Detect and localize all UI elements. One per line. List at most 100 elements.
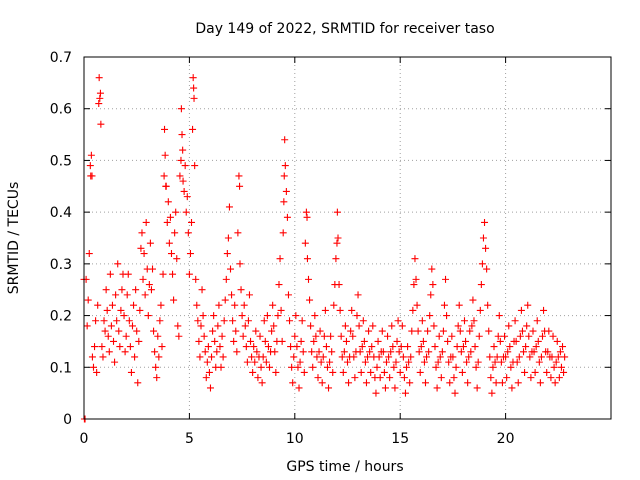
data-point	[522, 343, 530, 351]
data-point	[261, 337, 269, 345]
data-point	[379, 348, 387, 356]
data-point	[219, 353, 227, 361]
data-point	[504, 348, 512, 356]
data-point	[142, 218, 150, 226]
data-point	[291, 332, 299, 340]
data-point	[224, 234, 232, 242]
data-point	[266, 363, 274, 371]
data-point	[463, 358, 471, 366]
data-point	[196, 353, 204, 361]
data-point	[454, 322, 462, 330]
data-point	[108, 301, 116, 309]
data-point	[165, 239, 173, 247]
data-point	[384, 332, 392, 340]
data-point	[349, 332, 357, 340]
data-point	[361, 358, 369, 366]
data-point	[121, 348, 129, 356]
data-point	[330, 301, 338, 309]
data-point	[479, 234, 487, 242]
data-point	[551, 379, 559, 387]
data-point	[484, 301, 492, 309]
tick-labels-layer: 0 0.1 0.2 0.3 0.4 0.5 0.6 0.7 0 5 10 15 20	[50, 50, 515, 447]
data-point	[527, 374, 535, 382]
data-point	[405, 358, 413, 366]
data-point	[101, 327, 109, 335]
data-point	[174, 322, 182, 330]
data-point	[468, 322, 476, 330]
data-point	[95, 100, 103, 108]
data-point	[478, 260, 486, 268]
data-point	[211, 337, 219, 345]
data-point	[508, 384, 516, 392]
data-point	[521, 368, 529, 376]
data-point	[326, 358, 334, 366]
data-point	[312, 332, 320, 340]
data-point	[494, 332, 502, 340]
data-point	[553, 337, 561, 345]
data-point	[495, 312, 503, 320]
data-point	[335, 281, 343, 289]
data-point	[151, 348, 159, 356]
data-point	[409, 306, 417, 314]
data-point	[395, 348, 403, 356]
data-point	[154, 332, 162, 340]
data-point	[169, 270, 177, 278]
data-point	[341, 322, 349, 330]
data-point	[561, 353, 569, 361]
data-point	[532, 343, 540, 351]
data-point	[146, 239, 154, 247]
data-point	[368, 343, 376, 351]
data-point	[543, 368, 551, 376]
data-point	[474, 358, 482, 366]
data-point	[404, 343, 412, 351]
data-point	[197, 322, 205, 330]
data-point	[493, 353, 501, 361]
data-point	[132, 286, 140, 294]
data-point	[537, 353, 545, 361]
data-point	[195, 337, 203, 345]
data-point	[223, 250, 231, 258]
data-point	[483, 265, 491, 273]
data-point	[120, 312, 128, 320]
data-point	[328, 348, 336, 356]
data-point	[97, 120, 105, 128]
data-point	[390, 363, 398, 371]
grid-layer	[84, 57, 611, 419]
data-point	[417, 343, 425, 351]
data-point	[179, 146, 187, 154]
data-point	[448, 332, 456, 340]
data-point	[473, 384, 481, 392]
data-point	[166, 213, 174, 221]
data-point	[476, 306, 484, 314]
data-point	[106, 270, 114, 278]
data-point	[300, 368, 308, 376]
x-tick-label: 10	[286, 431, 304, 447]
data-point	[388, 322, 396, 330]
data-point	[243, 358, 251, 366]
data-point	[278, 337, 286, 345]
data-point	[156, 317, 164, 325]
data-point	[560, 368, 568, 376]
data-point	[427, 291, 435, 299]
data-point	[163, 218, 171, 226]
data-point	[415, 348, 423, 356]
data-point	[233, 348, 241, 356]
chart-title: Day 149 of 2022, SRMTID for receiver tas…	[195, 21, 494, 37]
data-point	[350, 353, 358, 361]
data-point	[268, 327, 276, 335]
data-point	[502, 353, 510, 361]
data-point	[155, 353, 163, 361]
data-point	[317, 358, 325, 366]
data-point	[555, 374, 563, 382]
data-point	[123, 291, 131, 299]
data-point	[134, 379, 142, 387]
data-point	[397, 343, 405, 351]
data-point	[249, 368, 257, 376]
data-point	[93, 368, 101, 376]
data-point	[157, 301, 165, 309]
data-point	[99, 353, 107, 361]
data-point	[433, 384, 441, 392]
data-point	[376, 374, 384, 382]
data-point	[161, 151, 169, 159]
data-point	[536, 379, 544, 387]
